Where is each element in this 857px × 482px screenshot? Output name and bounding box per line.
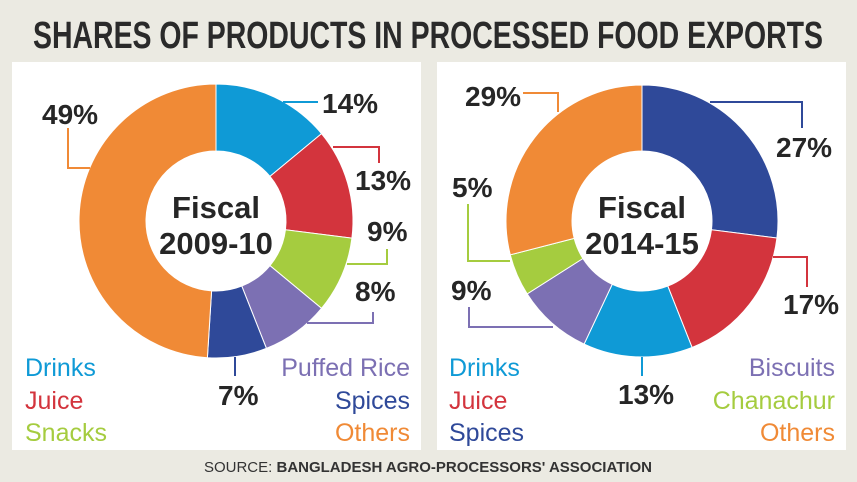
leader-line-spices — [710, 101, 803, 128]
donut-hole — [572, 151, 712, 291]
center-label-line1: Fiscal — [598, 190, 686, 225]
source-note: SOURCE: BANGLADESH AGRO-PROCESSORS' ASSO… — [204, 459, 652, 476]
legend-item-spices: Spices — [449, 419, 524, 447]
leader-line-others — [523, 92, 559, 112]
data-label-spices: 27% — [776, 132, 832, 163]
legend-item-drinks: Drinks — [25, 354, 96, 382]
legend-item-others: Others — [335, 419, 410, 447]
donut-hole — [146, 151, 286, 291]
leader-line-chanachur — [467, 204, 510, 262]
legend-item-biscuits: Biscuits — [749, 354, 835, 382]
center-label-line1: Fiscal — [172, 190, 260, 225]
legend-item-juice: Juice — [449, 387, 507, 415]
leader-line-biscuits — [468, 307, 553, 328]
data-label-juice: 17% — [783, 289, 839, 320]
data-label-drinks: 14% — [322, 88, 378, 119]
data-label-juice: 13% — [355, 165, 411, 196]
legend-item-drinks: Drinks — [449, 354, 520, 382]
leader-line-snacks — [347, 249, 388, 265]
source-prefix: SOURCE: — [204, 459, 277, 476]
data-label-spices: 7% — [218, 380, 259, 411]
leader-line-puffed-rice — [307, 312, 374, 324]
legend-item-spices: Spices — [335, 387, 410, 415]
data-label-snacks: 9% — [367, 216, 408, 247]
leader-line-others — [67, 128, 90, 169]
legend-item-chanachur: Chanachur — [713, 387, 835, 415]
source-name: BANGLADESH AGRO-PROCESSORS' ASSOCIATION — [276, 459, 652, 476]
chart-title: SHARES OF PRODUCTS IN PROCESSED FOOD EXP… — [33, 15, 823, 57]
legend-item-puffed-rice: Puffed Rice — [281, 354, 410, 382]
data-label-chanachur: 5% — [452, 172, 493, 203]
legend-item-snacks: Snacks — [25, 419, 107, 447]
legend-item-others: Others — [760, 419, 835, 447]
center-label-line2: 2014-15 — [585, 226, 699, 261]
data-label-drinks: 13% — [618, 379, 674, 410]
center-label-line2: 2009-10 — [159, 226, 273, 261]
legend-item-juice: Juice — [25, 387, 83, 415]
data-label-biscuits: 9% — [451, 275, 492, 306]
data-label-puffed-rice: 8% — [355, 276, 396, 307]
leader-line-juice — [333, 146, 380, 163]
leader-line-juice — [773, 256, 808, 287]
data-label-others: 49% — [42, 99, 98, 130]
data-label-others: 29% — [465, 81, 521, 112]
